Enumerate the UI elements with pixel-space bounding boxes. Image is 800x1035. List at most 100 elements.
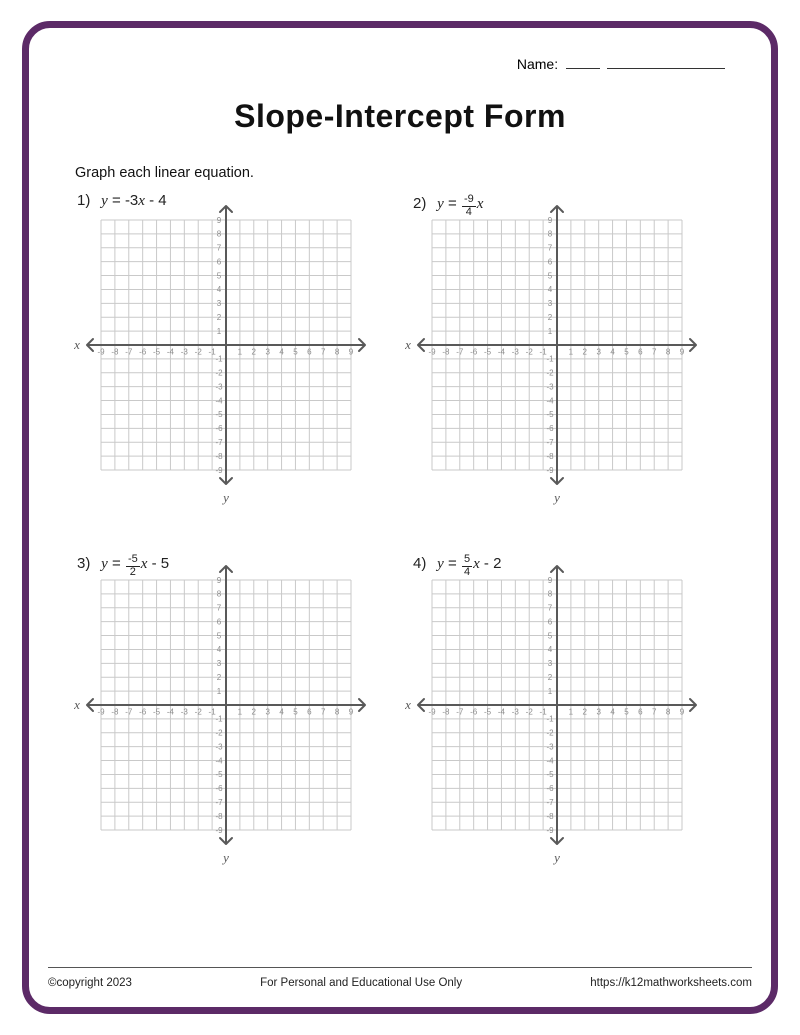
svg-text:5: 5 (624, 708, 629, 717)
svg-text:8: 8 (217, 590, 222, 599)
svg-text:-5: -5 (546, 770, 554, 779)
svg-text:7: 7 (652, 348, 657, 357)
svg-text:-4: -4 (546, 756, 554, 765)
svg-text:5: 5 (217, 271, 222, 280)
svg-text:1: 1 (217, 687, 222, 696)
svg-text:-3: -3 (215, 382, 223, 391)
svg-text:7: 7 (321, 708, 326, 717)
svg-text:2: 2 (217, 673, 222, 682)
svg-text:-7: -7 (215, 438, 223, 447)
svg-text:-8: -8 (442, 708, 450, 717)
svg-text:-3: -3 (546, 742, 554, 751)
svg-text:4: 4 (279, 708, 284, 717)
svg-text:2: 2 (583, 708, 588, 717)
svg-text:9: 9 (349, 708, 354, 717)
svg-text:8: 8 (335, 708, 340, 717)
svg-text:7: 7 (217, 604, 222, 613)
svg-text:8: 8 (548, 590, 553, 599)
svg-text:4: 4 (217, 285, 222, 294)
svg-text:-8: -8 (215, 812, 223, 821)
svg-text:-2: -2 (215, 729, 223, 738)
svg-text:-5: -5 (153, 348, 161, 357)
svg-text:x: x (73, 337, 80, 352)
svg-text:6: 6 (217, 617, 222, 626)
svg-text:-7: -7 (456, 348, 464, 357)
svg-text:-3: -3 (546, 382, 554, 391)
svg-text:-3: -3 (512, 708, 520, 717)
svg-text:-8: -8 (111, 708, 119, 717)
svg-text:-3: -3 (181, 348, 189, 357)
svg-text:8: 8 (666, 348, 671, 357)
svg-text:7: 7 (548, 604, 553, 613)
svg-text:2: 2 (548, 673, 553, 682)
svg-text:-2: -2 (195, 348, 203, 357)
svg-text:-2: -2 (215, 369, 223, 378)
svg-text:3: 3 (548, 659, 553, 668)
svg-text:y: y (552, 490, 560, 505)
svg-text:1: 1 (238, 708, 243, 717)
svg-text:1: 1 (548, 327, 553, 336)
svg-text:-6: -6 (215, 784, 223, 793)
svg-text:x: x (73, 697, 80, 712)
svg-text:6: 6 (638, 708, 643, 717)
svg-text:-9: -9 (546, 466, 554, 475)
svg-text:-4: -4 (546, 396, 554, 405)
svg-text:-2: -2 (195, 708, 203, 717)
svg-text:9: 9 (217, 216, 222, 225)
svg-text:-7: -7 (215, 798, 223, 807)
svg-text:-7: -7 (125, 708, 133, 717)
svg-text:8: 8 (335, 348, 340, 357)
svg-text:-5: -5 (215, 410, 223, 419)
svg-text:8: 8 (666, 708, 671, 717)
svg-text:2: 2 (217, 313, 222, 322)
svg-text:9: 9 (680, 708, 685, 717)
svg-text:-3: -3 (181, 708, 189, 717)
svg-text:4: 4 (548, 285, 553, 294)
svg-text:-1: -1 (546, 715, 554, 724)
svg-text:5: 5 (548, 271, 553, 280)
svg-text:-9: -9 (97, 708, 105, 717)
svg-text:-5: -5 (153, 708, 161, 717)
svg-text:9: 9 (680, 348, 685, 357)
svg-text:9: 9 (548, 576, 553, 585)
svg-text:5: 5 (548, 631, 553, 640)
svg-text:-5: -5 (546, 410, 554, 419)
svg-text:-2: -2 (526, 708, 534, 717)
svg-text:1: 1 (569, 708, 574, 717)
svg-text:-8: -8 (215, 452, 223, 461)
svg-text:1: 1 (569, 348, 574, 357)
svg-text:9: 9 (349, 348, 354, 357)
svg-text:-4: -4 (498, 708, 506, 717)
svg-text:2: 2 (548, 313, 553, 322)
svg-text:8: 8 (548, 230, 553, 239)
svg-text:5: 5 (293, 708, 298, 717)
svg-text:3: 3 (217, 299, 222, 308)
svg-text:4: 4 (610, 708, 615, 717)
svg-text:-8: -8 (546, 452, 554, 461)
svg-text:6: 6 (307, 348, 312, 357)
svg-text:-6: -6 (470, 708, 478, 717)
svg-text:6: 6 (217, 257, 222, 266)
svg-text:1: 1 (548, 687, 553, 696)
svg-text:-6: -6 (215, 424, 223, 433)
svg-text:-5: -5 (215, 770, 223, 779)
svg-text:-9: -9 (428, 708, 436, 717)
svg-text:-7: -7 (125, 348, 133, 357)
svg-text:-8: -8 (546, 812, 554, 821)
svg-text:-8: -8 (111, 348, 119, 357)
svg-text:-4: -4 (215, 396, 223, 405)
svg-text:6: 6 (548, 617, 553, 626)
svg-text:1: 1 (238, 348, 243, 357)
svg-text:-7: -7 (546, 798, 554, 807)
svg-text:y: y (221, 490, 229, 505)
svg-text:x: x (404, 337, 411, 352)
svg-text:-5: -5 (484, 348, 492, 357)
svg-text:y: y (221, 850, 229, 865)
svg-text:6: 6 (548, 257, 553, 266)
svg-text:-6: -6 (139, 708, 147, 717)
svg-text:-4: -4 (167, 708, 175, 717)
svg-text:6: 6 (638, 348, 643, 357)
svg-text:-4: -4 (167, 348, 175, 357)
svg-text:-7: -7 (546, 438, 554, 447)
svg-text:3: 3 (548, 299, 553, 308)
